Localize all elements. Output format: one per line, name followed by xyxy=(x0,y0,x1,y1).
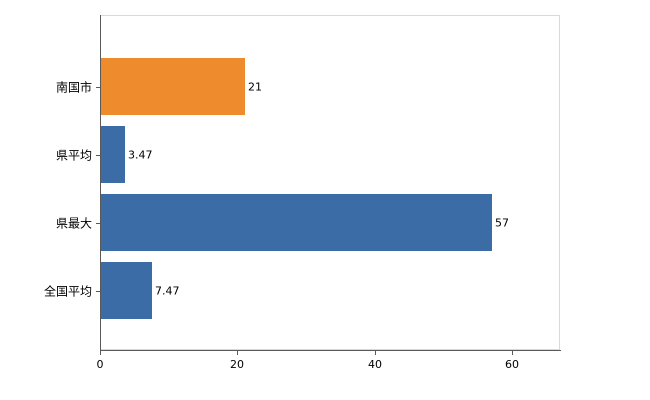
bar-全国平均 xyxy=(101,262,152,319)
x-axis-tick-label: 0 xyxy=(96,358,104,371)
y-axis-category-label: 全国平均 xyxy=(43,284,92,298)
y-axis-tick xyxy=(96,86,100,88)
x-axis-tick-label: 60 xyxy=(505,358,519,371)
bar-value-label: 3.47 xyxy=(128,148,153,161)
x-axis-tick xyxy=(100,351,101,355)
x-axis-tick xyxy=(512,351,513,355)
y-axis-category-label: 南国市 xyxy=(55,80,92,94)
x-axis-tick-label: 20 xyxy=(230,358,244,371)
y-axis-category-label: 県平均 xyxy=(55,148,92,162)
y-axis-category-label: 県最大 xyxy=(55,216,92,230)
bar-value-label: 57 xyxy=(495,216,509,229)
y-axis-tick xyxy=(96,154,100,156)
bar-value-label: 21 xyxy=(248,80,262,93)
bar-県平均 xyxy=(101,126,125,183)
x-axis-line xyxy=(100,350,561,351)
bar-value-label: 7.47 xyxy=(155,284,180,297)
y-axis-tick xyxy=(96,222,100,224)
x-axis-tick-label: 40 xyxy=(368,358,382,371)
bar-県最大 xyxy=(101,194,492,251)
x-axis-tick xyxy=(375,351,376,355)
y-axis-line xyxy=(100,15,101,351)
y-axis-tick xyxy=(96,290,100,292)
x-axis-tick xyxy=(237,351,238,355)
bar-南国市 xyxy=(101,58,245,115)
